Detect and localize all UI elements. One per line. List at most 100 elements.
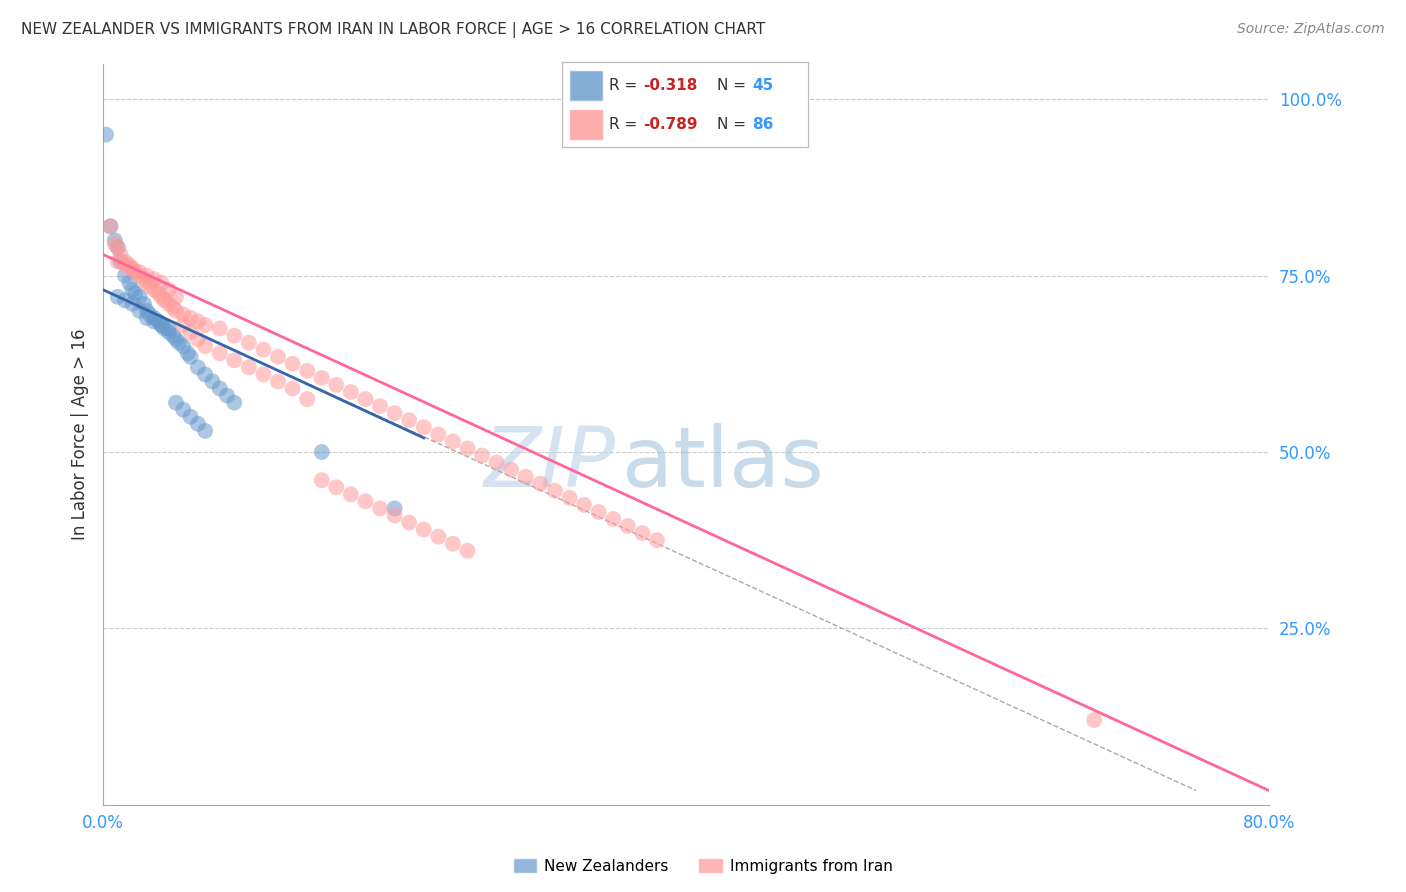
Point [143,310,166,325]
Point [121,297,143,311]
Point [485,456,508,470]
Point [354,392,377,406]
Text: Source: ZipAtlas.com: Source: ZipAtlas.com [1237,22,1385,37]
Point [398,413,420,427]
Point [295,392,318,406]
Point [153,293,176,308]
Point [100,219,122,234]
Point [456,543,478,558]
Point [104,234,127,248]
Point [187,314,209,328]
Point [1083,713,1105,727]
Point [157,297,180,311]
Point [157,325,180,339]
Y-axis label: In Labor Force | Age > 16: In Labor Force | Age > 16 [72,328,89,541]
Point [150,318,173,332]
Point [143,272,166,286]
Point [157,321,180,335]
Point [238,360,260,375]
Text: 45: 45 [752,78,773,93]
Point [384,508,406,523]
Point [150,276,173,290]
Point [135,304,157,318]
Text: 86: 86 [752,117,773,132]
Point [180,350,202,364]
Point [340,487,363,501]
Point [340,385,363,400]
Point [238,335,260,350]
Text: atlas: atlas [621,424,824,505]
Point [252,343,274,357]
Text: N =: N = [717,78,747,93]
Point [427,530,450,544]
Point [165,304,187,318]
Point [281,382,304,396]
Point [194,424,217,438]
Point [114,258,136,272]
Point [107,240,129,254]
Point [201,375,224,389]
Point [148,286,170,301]
Point [631,526,654,541]
Point [104,236,127,251]
Point [267,375,290,389]
Point [529,476,551,491]
Bar [569,71,602,100]
Point [150,290,173,304]
Point [572,498,595,512]
Point [167,335,190,350]
Point [267,350,290,364]
Text: R =: R = [609,117,637,132]
Point [114,293,136,308]
Point [128,304,150,318]
Point [224,328,246,343]
Point [172,402,194,417]
Point [180,325,202,339]
Point [602,512,624,526]
Point [427,427,450,442]
Point [515,469,537,483]
Point [311,371,333,385]
Point [325,480,347,494]
Point [645,533,668,548]
Point [194,339,217,353]
Point [194,368,217,382]
Point [135,310,157,325]
Point [208,321,231,335]
Point [215,388,238,402]
Point [176,346,198,360]
Point [121,261,143,276]
Point [544,483,567,498]
Point [281,357,304,371]
Point [311,473,333,487]
Text: -0.318: -0.318 [644,78,697,93]
Point [124,265,146,279]
Legend: New Zealanders, Immigrants from Iran: New Zealanders, Immigrants from Iran [508,853,898,880]
Point [128,265,150,279]
Point [252,368,274,382]
Point [128,268,150,283]
Point [157,283,180,297]
Point [118,276,141,290]
Point [208,346,231,360]
Point [121,283,143,297]
Text: NEW ZEALANDER VS IMMIGRANTS FROM IRAN IN LABOR FORCE | AGE > 16 CORRELATION CHAR: NEW ZEALANDER VS IMMIGRANTS FROM IRAN IN… [21,22,765,38]
Text: -0.789: -0.789 [644,117,699,132]
Point [456,442,478,456]
Text: R =: R = [609,78,637,93]
Text: ZIP: ZIP [484,424,616,505]
Point [107,240,129,254]
Point [107,254,129,268]
Point [384,501,406,516]
Point [114,254,136,268]
Point [148,314,170,328]
Point [617,519,640,533]
Point [172,339,194,353]
Point [139,308,162,322]
Point [501,462,523,476]
Point [224,353,246,368]
Point [398,516,420,530]
Point [124,286,146,301]
Bar [569,110,602,139]
Point [295,364,318,378]
